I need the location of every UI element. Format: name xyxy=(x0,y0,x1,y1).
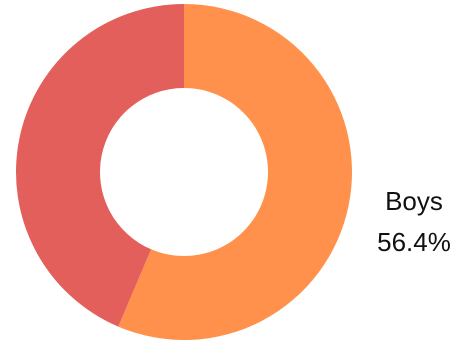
slice-boys xyxy=(118,4,352,340)
slice-value-boys: 56.4% xyxy=(377,227,451,257)
slice-label-boys: Boys xyxy=(385,186,443,216)
slice-2 xyxy=(15,4,184,327)
slices-layer xyxy=(15,4,352,340)
labels-layer: Boys 56.4% xyxy=(377,186,451,257)
